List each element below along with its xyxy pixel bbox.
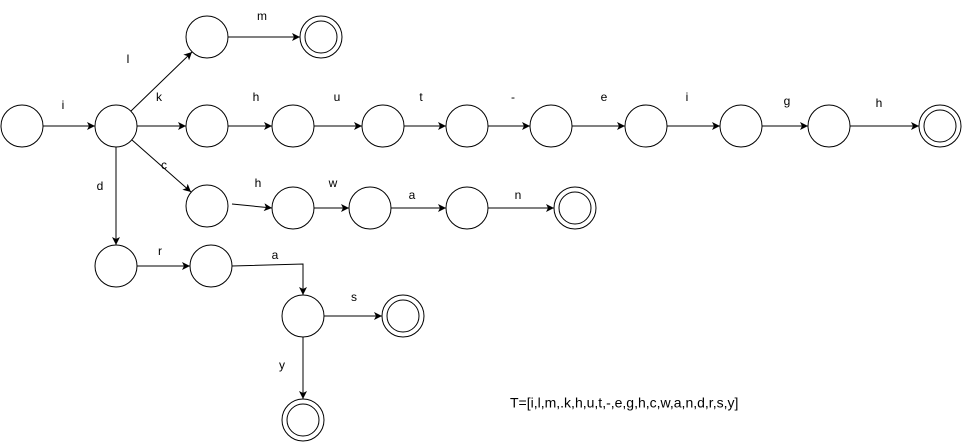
edge-label: t xyxy=(419,90,423,104)
accept-state-inner xyxy=(386,299,420,333)
state xyxy=(624,104,668,148)
state xyxy=(529,104,573,148)
edge-label: n xyxy=(515,188,522,202)
edge-label: u xyxy=(334,90,341,104)
accept-state-inner xyxy=(558,191,592,225)
state xyxy=(807,104,851,148)
edge-label: w xyxy=(328,176,338,190)
alphabet-text: T=[i,l,m,.k,h,u,t,-,e,g,h,c,w,a,n,d,r,s,… xyxy=(510,395,738,411)
transitions xyxy=(43,33,919,399)
state xyxy=(445,104,489,148)
edge-label: s xyxy=(351,290,357,304)
transition xyxy=(231,203,273,212)
state xyxy=(271,104,315,148)
state xyxy=(271,186,315,230)
transition-labels: i l m k h u t - e i g h c h w a n d r a … xyxy=(62,9,883,372)
state xyxy=(189,244,233,288)
edge-label: a xyxy=(409,188,416,202)
edge-label: i xyxy=(62,98,65,112)
edge-label: h xyxy=(255,176,262,190)
accept-state-inner xyxy=(923,109,957,143)
transition xyxy=(231,263,307,295)
edge-label: m xyxy=(257,9,267,23)
accept-state-inner xyxy=(304,20,338,54)
state xyxy=(185,184,229,228)
state xyxy=(361,104,405,148)
transition xyxy=(131,139,192,193)
state xyxy=(719,104,763,148)
edge-label: g xyxy=(784,94,791,108)
accept-state-inner xyxy=(286,403,320,437)
edge-label: h xyxy=(876,96,883,110)
state xyxy=(348,186,392,230)
edge-label: a xyxy=(272,248,279,262)
state xyxy=(0,104,44,148)
state xyxy=(281,294,325,338)
transition xyxy=(130,51,193,112)
edge-label: c xyxy=(161,158,167,172)
edge-label: i xyxy=(686,90,689,104)
edge-label: - xyxy=(511,90,515,104)
edge-label: e xyxy=(601,90,608,104)
edge-label: l xyxy=(127,52,130,66)
state xyxy=(185,15,229,59)
edge-label: k xyxy=(156,90,163,104)
state xyxy=(94,104,138,148)
state xyxy=(445,186,489,230)
state xyxy=(185,104,229,148)
edge-label: r xyxy=(158,244,162,258)
state xyxy=(94,244,138,288)
states xyxy=(0,15,962,442)
edge-label: y xyxy=(279,358,285,372)
edge-label: h xyxy=(253,90,260,104)
edge-label: d xyxy=(97,179,104,193)
